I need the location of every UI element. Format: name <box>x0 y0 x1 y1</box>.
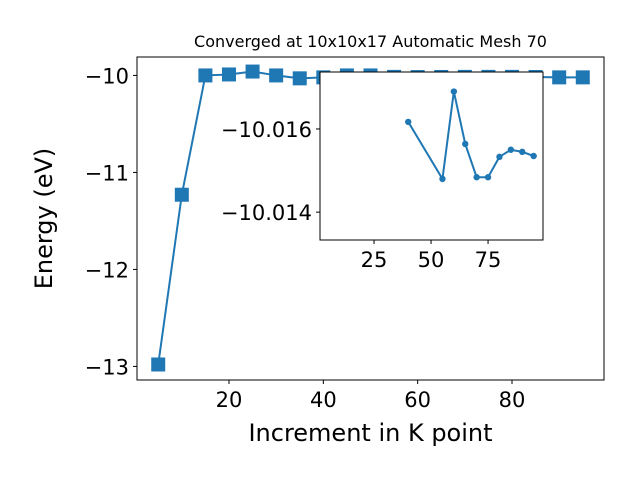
x-tick-label: 40 <box>310 388 337 412</box>
marker <box>221 67 236 82</box>
x-tick-label: 50 <box>418 248 445 272</box>
marker <box>496 153 503 161</box>
marker <box>450 88 458 95</box>
x-tick-label: 60 <box>404 388 431 412</box>
marker <box>530 152 537 160</box>
marker <box>552 70 567 85</box>
x-tick-label: 75 <box>475 248 502 272</box>
x-tick-label: 80 <box>499 388 526 412</box>
y-tick-label: −10.016 <box>221 118 312 142</box>
marker <box>519 148 526 156</box>
marker <box>473 174 480 181</box>
x-tick-label: 20 <box>216 388 243 412</box>
chart-title: Converged at 10x10x17 Automatic Mesh 70 <box>194 32 547 51</box>
marker <box>405 118 412 126</box>
marker <box>198 68 213 83</box>
y-tick-label: −12 <box>85 258 129 282</box>
marker <box>269 68 284 83</box>
series-line <box>407 91 534 182</box>
marker <box>292 71 307 86</box>
marker <box>462 140 469 148</box>
y-tick-label: −10 <box>85 64 129 88</box>
y-axis-label: Energy (eV) <box>30 148 58 290</box>
marker <box>507 146 515 153</box>
plot-area <box>320 72 543 240</box>
marker <box>439 175 446 183</box>
marker <box>575 70 590 85</box>
y-tick-label: −10.014 <box>221 201 312 225</box>
axes-frame <box>319 71 544 241</box>
marker <box>151 357 166 372</box>
y-tick-label: −11 <box>85 161 129 185</box>
y-tick-label: −13 <box>85 355 129 379</box>
marker <box>484 174 492 181</box>
x-axis-label: Increment in K point <box>248 419 492 447</box>
marker <box>174 187 189 202</box>
x-tick-label: 25 <box>361 248 388 272</box>
axes-frame <box>136 56 605 381</box>
marker <box>245 64 260 79</box>
